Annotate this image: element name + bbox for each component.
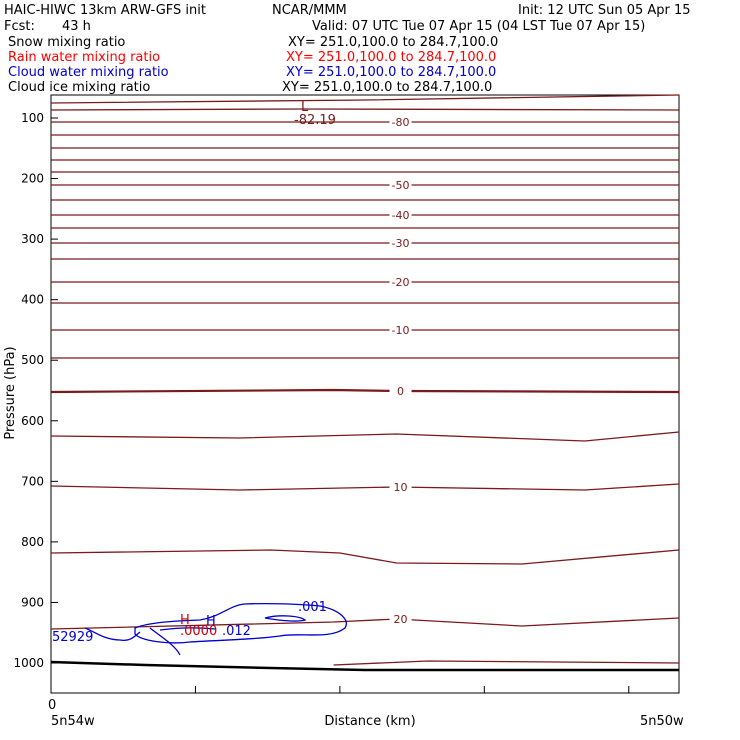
y-tick-label: 100 <box>21 111 44 125</box>
field-name: Cloud ice mixing ratio <box>8 80 150 95</box>
contour-label: -40 <box>392 209 410 222</box>
rain-water-high: H <box>180 613 190 628</box>
low-marker: L <box>301 100 309 115</box>
y-tick-label: 1000 <box>13 656 44 670</box>
field-xy: XY= 251.0,100.0 to 284.7,100.0 <box>286 50 496 65</box>
x-zero-label: 0 <box>48 698 56 713</box>
cloud-water-label: .001 <box>298 600 327 615</box>
temperature-contours: -80 -50 -40 -30 -20 -10 0 10 20 <box>50 94 680 666</box>
contour-label: -80 <box>392 116 410 129</box>
contour-label: 10 <box>394 481 408 494</box>
field-xy: XY= 251.0,100.0 to 284.7,100.0 <box>288 35 498 50</box>
valid-time: Valid: 07 UTC Tue 07 Apr 15 (04 LST Tue … <box>312 19 645 34</box>
x-end-label: 5n50w <box>640 714 684 729</box>
cloud-water-contour <box>134 602 347 644</box>
terrain-polyline <box>50 660 679 672</box>
low-value-label: -82.19 <box>294 113 336 128</box>
y-tick-label: 300 <box>21 232 44 246</box>
x-axis <box>50 686 630 693</box>
model-title: HAIC-HIWC 13km ARW-GFS init <box>4 3 206 18</box>
contour-label-bg <box>389 481 412 494</box>
contour-label: -50 <box>392 179 410 192</box>
contour-label-bg <box>389 324 412 336</box>
org-title: NCAR/MMM <box>272 3 347 18</box>
temperature-contour <box>50 617 680 630</box>
contour-label-bg <box>389 237 412 249</box>
y-axis-label: Pressure (hPa) <box>3 346 18 439</box>
temperature-contour <box>50 549 680 565</box>
contour-label: -20 <box>392 276 410 289</box>
temperature-contour <box>50 388 680 394</box>
contour-label-bg <box>389 276 412 288</box>
field-name: Cloud water mixing ratio <box>8 65 169 80</box>
fcst-label: Fcst: <box>4 19 35 34</box>
cloud-water-contours <box>84 602 347 656</box>
y-tick-label: 800 <box>21 535 44 549</box>
init-time: Init: 12 UTC Sun 05 Apr 15 <box>518 3 691 18</box>
contour-label-bg <box>389 209 412 221</box>
contour-label: -30 <box>392 237 410 250</box>
fcst-value: 43 h <box>62 19 91 34</box>
temperature-contour <box>50 108 680 111</box>
y-tick-label: 900 <box>21 595 44 609</box>
temperature-contour <box>333 660 680 666</box>
field-xy: XY= 251.0,100.0 to 284.7,100.0 <box>282 80 492 95</box>
y-tick-label: 700 <box>21 474 44 488</box>
field-name: Snow mixing ratio <box>8 35 125 50</box>
y-tick-label: 400 <box>21 293 44 307</box>
contour-label: -10 <box>392 324 410 337</box>
temperature-contour <box>50 431 680 442</box>
plot-frame <box>50 94 680 694</box>
cloud-water-contour <box>149 627 181 656</box>
y-tick-label: 600 <box>21 414 44 428</box>
cloud-water-contour <box>84 627 141 642</box>
cloud-water-high: H <box>206 614 216 629</box>
cloud-water-edge-label: 52929 <box>52 630 93 645</box>
x-start-label: 5n54w <box>51 714 95 729</box>
rain-water-value: .012 <box>222 624 251 639</box>
contour-label-bg <box>389 179 412 191</box>
y-tick-label: 500 <box>21 353 44 367</box>
contour-label: 0 <box>397 385 404 398</box>
temperature-contour <box>50 483 680 491</box>
y-tick-label: 200 <box>21 172 44 186</box>
contour-label-bg <box>389 385 412 398</box>
field-name: Rain water mixing ratio <box>8 50 160 65</box>
y-axis: 100 200 300 400 500 600 700 800 900 1000 <box>13 111 58 670</box>
field-xy: XY= 251.0,100.0 to 284.7,100.0 <box>286 65 496 80</box>
temperature-contour <box>50 94 680 104</box>
contour-label-bg <box>389 613 412 626</box>
cloud-water-contour <box>264 615 307 622</box>
x-axis-label: Distance (km) <box>324 714 415 729</box>
terrain-line <box>50 660 679 672</box>
rain-water-labels: .0000 <box>180 624 217 639</box>
cloud-water-contour <box>159 627 216 631</box>
contour-label-bg <box>389 116 412 128</box>
contour-label: 20 <box>394 613 408 626</box>
